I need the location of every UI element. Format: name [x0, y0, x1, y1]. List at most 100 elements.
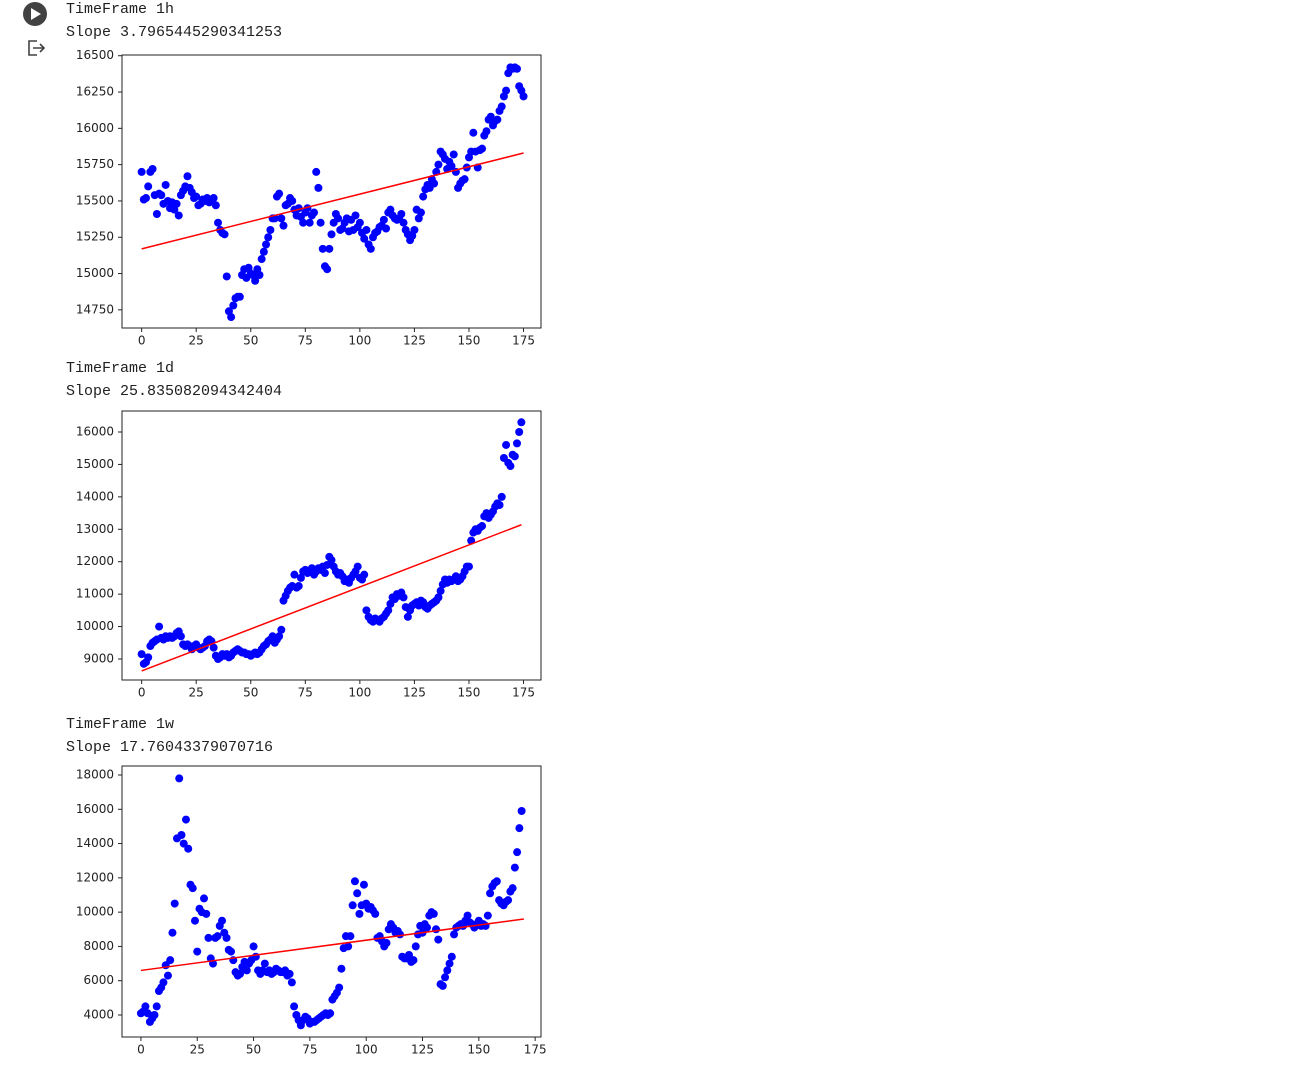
x-tick-label: 100: [348, 686, 371, 700]
point: [395, 930, 404, 939]
point: [144, 653, 153, 662]
plot-frame: [121, 410, 542, 681]
point: [220, 230, 229, 239]
point: [161, 180, 170, 189]
y-tick-label: 16000: [76, 121, 114, 135]
point: [144, 182, 153, 191]
fit-line: [141, 524, 522, 672]
point: [192, 192, 201, 201]
point: [157, 191, 166, 200]
point: [397, 210, 406, 219]
point: [193, 947, 202, 956]
point: [512, 64, 521, 73]
point: [411, 942, 420, 951]
point: [432, 925, 441, 934]
point: [353, 889, 362, 898]
point: [218, 916, 227, 925]
point: [504, 896, 513, 905]
point: [512, 439, 521, 448]
point: [517, 418, 526, 427]
point: [399, 593, 408, 602]
point: [434, 593, 443, 602]
point: [137, 650, 146, 659]
point: [346, 932, 355, 941]
y-tick-label: 12000: [76, 554, 114, 568]
point: [360, 234, 369, 243]
point: [359, 880, 368, 889]
point: [299, 218, 308, 227]
x-tick-label: 25: [190, 1043, 205, 1057]
point: [279, 221, 288, 230]
point: [184, 844, 193, 853]
point: [168, 928, 177, 937]
x-tick-label: 25: [189, 334, 204, 348]
point: [404, 951, 413, 960]
point: [176, 632, 185, 641]
x-tick-label: 100: [348, 334, 371, 348]
y-tick-label: 9000: [83, 651, 114, 665]
x-tick-label: 125: [411, 1043, 434, 1057]
point: [188, 884, 197, 893]
y-tick-label: 16500: [76, 48, 114, 62]
point: [506, 462, 515, 471]
y-tick-label: 16250: [76, 85, 114, 99]
point: [181, 815, 190, 824]
point: [211, 201, 220, 210]
x-tick-label: 175: [512, 686, 535, 700]
run-button[interactable]: [23, 2, 47, 26]
point: [497, 102, 506, 111]
point: [259, 247, 268, 256]
point: [155, 622, 164, 631]
point: [318, 244, 327, 253]
y-tick-label: 15250: [76, 230, 114, 244]
point: [478, 522, 487, 531]
x-tick-label: 25: [189, 686, 204, 700]
point: [510, 452, 519, 461]
plot-frame: [121, 765, 542, 1038]
point: [264, 233, 273, 242]
point: [214, 218, 223, 227]
x-tick-label: 75: [298, 686, 313, 700]
y-tick-label: 16000: [76, 425, 114, 439]
point: [355, 218, 364, 227]
chart-title: TimeFrame 1h: [66, 1, 174, 18]
y-tick-label: 8000: [83, 939, 114, 953]
point: [227, 313, 236, 322]
point: [174, 211, 183, 220]
point: [379, 215, 388, 224]
x-tick-label: 175: [524, 1043, 547, 1057]
point: [177, 831, 186, 840]
point: [460, 175, 469, 184]
point: [371, 909, 380, 918]
point: [316, 218, 325, 227]
point: [222, 933, 231, 942]
point: [183, 172, 192, 181]
point: [362, 606, 371, 615]
point: [213, 932, 222, 941]
point: [483, 911, 492, 920]
x-tick-label: 50: [246, 1043, 261, 1057]
y-tick-label: 10000: [76, 905, 114, 919]
point: [419, 192, 428, 201]
point: [348, 901, 357, 910]
chart-subtitle: Slope 25.835082094342404: [66, 383, 282, 400]
point: [403, 612, 412, 621]
point: [199, 894, 208, 903]
point: [517, 807, 526, 816]
point: [409, 956, 418, 965]
output-icon[interactable]: [28, 40, 46, 56]
point: [492, 877, 501, 886]
point: [445, 959, 454, 968]
x-tick-label: 175: [512, 334, 535, 348]
point: [337, 964, 346, 973]
point: [384, 606, 393, 615]
point: [310, 208, 319, 217]
point: [312, 167, 321, 176]
point: [497, 492, 506, 501]
point: [351, 211, 360, 220]
point: [141, 1002, 150, 1011]
point: [502, 86, 511, 95]
point: [277, 214, 286, 223]
x-tick-label: 0: [138, 686, 146, 700]
